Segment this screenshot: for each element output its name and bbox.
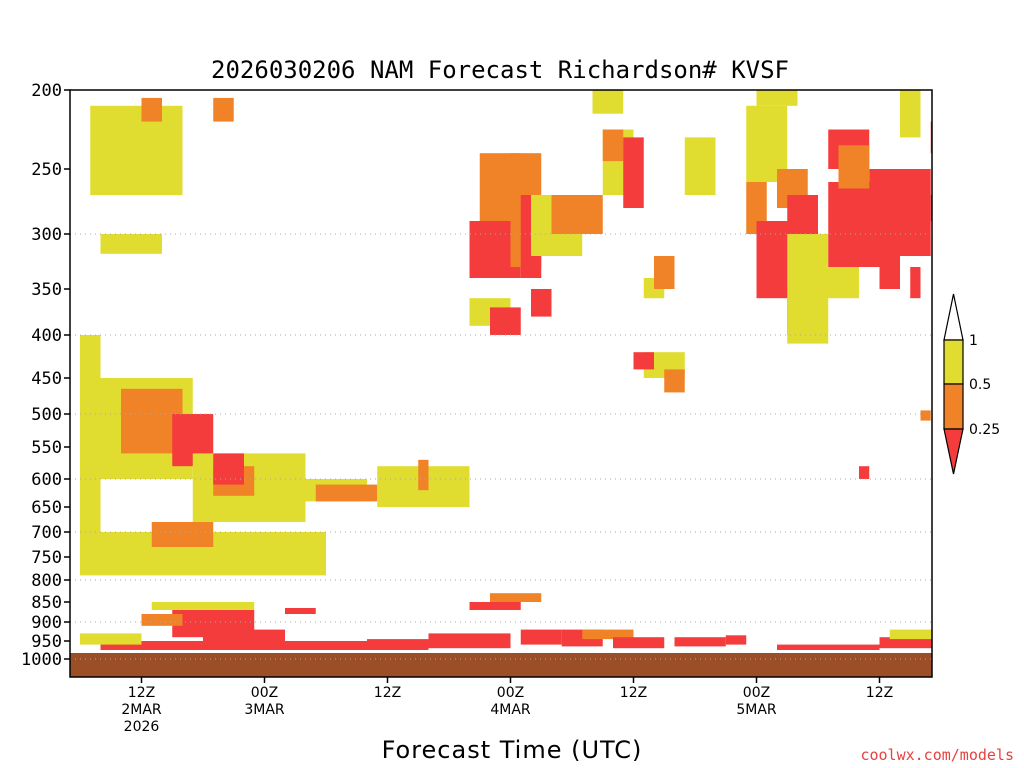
plot-frame — [69, 89, 933, 678]
y-tick-label-850: 850 — [31, 593, 62, 613]
heatmap-cell-58 — [285, 608, 316, 614]
y-tick-label-300: 300 — [31, 225, 62, 245]
heatmap-cell-50 — [910, 267, 921, 299]
heatmap-cell-63 — [100, 641, 367, 650]
heatmap-cell-0 — [80, 335, 101, 532]
heatmap-cell-14 — [90, 105, 183, 195]
heatmap-cell-26 — [551, 195, 603, 234]
heatmap-cell-52 — [930, 121, 932, 154]
x-tick-label-5-1: 5MAR — [736, 702, 777, 718]
y-tick-label-750: 750 — [31, 548, 62, 568]
y-axis: 200 250 300 350 400 450 500 550 600 650 700 750 8008… — [21, 81, 70, 670]
heatmap-cell-16 — [213, 97, 234, 122]
heatmap-cell-1 — [80, 501, 91, 532]
y-tick-label-1000: 1000 — [21, 650, 62, 670]
y-tick-label-200: 200 — [31, 81, 62, 101]
heatmap-cell-77 — [889, 629, 932, 640]
y-tick-label-950: 950 — [31, 632, 62, 652]
heatmap-cells — [80, 90, 961, 650]
x-tick-label-0-2: 2026 — [124, 719, 160, 735]
y-tick-label-800: 800 — [31, 571, 62, 591]
y-tick-label-550: 550 — [31, 438, 62, 458]
heatmap-cell-38 — [756, 90, 798, 106]
heatmap-cell-54 — [951, 267, 961, 289]
legend-label-2: 0.25 — [969, 422, 1000, 438]
legend-swatch-gt1 — [943, 293, 964, 341]
heatmap-cell-64 — [80, 633, 142, 645]
credit-text: coolwx.com/models — [860, 746, 1014, 764]
heatmap-cell-33 — [664, 369, 685, 393]
x-tick-label-5-0: 00Z — [743, 685, 770, 701]
x-tick-label-3-1: 4MAR — [490, 702, 531, 718]
heatmap-cell-48 — [838, 145, 870, 189]
heatmap-cell-24 — [531, 289, 552, 317]
heatmap-cell-73 — [674, 637, 726, 647]
y-tick-label-500: 500 — [31, 405, 62, 425]
heatmap-cell-49 — [879, 256, 900, 289]
heatmap-cell-46 — [869, 169, 931, 256]
heatmap-cell-21 — [490, 307, 521, 335]
x-tick-label-0-0: 12Z — [128, 685, 155, 701]
y-tick-label-650: 650 — [31, 498, 62, 518]
y-tick-label-250: 250 — [31, 160, 62, 180]
heatmap-cell-36 — [684, 137, 716, 195]
heatmap-cell-27 — [592, 90, 624, 114]
heatmap-cell-75 — [777, 644, 880, 650]
x-tick-label-2-0: 12Z — [374, 685, 401, 701]
heatmap-cell-68 — [490, 593, 542, 602]
ground-layer — [70, 653, 932, 677]
heatmap-cell-57 — [859, 466, 870, 479]
heatmap-cell-51 — [900, 90, 921, 138]
heatmap-cell-62 — [203, 629, 285, 641]
legend-swatch-0.25-0.5 — [943, 383, 964, 430]
x-tick-label-3-0: 00Z — [497, 685, 524, 701]
x-tick-label-4-0: 12Z — [620, 685, 647, 701]
x-tick-label-6-0: 12Z — [866, 685, 893, 701]
x-tick-label-0-1: 2MAR — [121, 702, 162, 718]
heatmap-cell-56 — [920, 410, 931, 421]
heatmap-cell-29 — [602, 129, 624, 162]
heatmap-cell-32 — [633, 352, 654, 370]
heatmap-cell-47 — [818, 267, 859, 299]
heatmap-cell-67 — [469, 602, 521, 610]
x-tick-label-1-0: 00Z — [251, 685, 278, 701]
heatmap-cell-11 — [315, 484, 378, 502]
heatmap-cell-72 — [613, 637, 665, 649]
heatmap-cell-65 — [367, 639, 429, 650]
y-tick-label-900: 900 — [31, 613, 62, 633]
heatmap-cell-15 — [141, 97, 162, 122]
y-tick-label-700: 700 — [31, 523, 62, 543]
heatmap-cell-35 — [654, 256, 675, 289]
y-tick-label-600: 600 — [31, 470, 62, 490]
heatmap-cell-61 — [141, 614, 183, 626]
heatmap-cell-59 — [151, 602, 255, 610]
heatmap-cell-53 — [930, 195, 932, 221]
heatmap-cell-13 — [418, 459, 429, 491]
legend-label-0: 1 — [969, 333, 978, 349]
heatmap-cell-76 — [879, 637, 932, 649]
heatmap-cell-74 — [725, 635, 747, 645]
legend-swatch-lt0.25 — [943, 428, 964, 475]
heatmap-cell-7 — [213, 453, 244, 485]
heatmap-cell-66 — [428, 633, 511, 649]
colorbar-legend: 1 0.5 0.25 — [943, 293, 1000, 475]
heatmap-cell-9 — [151, 522, 214, 547]
y-tick-label-350: 350 — [31, 280, 62, 300]
heatmap-cell-17 — [100, 234, 162, 254]
heatmap-cell-69 — [520, 629, 562, 645]
legend-label-1: 0.5 — [969, 377, 991, 393]
chart-title: 2026030206 NAM Forecast Richardson# KVSF — [211, 56, 789, 84]
heatmap-cell-30 — [623, 137, 644, 208]
y-tick-label-450: 450 — [31, 369, 62, 389]
legend-swatch-0.5-1 — [943, 339, 964, 385]
y-tick-label-400: 400 — [31, 326, 62, 346]
x-tick-label-1-1: 3MAR — [244, 702, 285, 718]
x-axis-label: Forecast Time (UTC) — [382, 736, 643, 764]
heatmap-cell-71 — [582, 629, 634, 640]
